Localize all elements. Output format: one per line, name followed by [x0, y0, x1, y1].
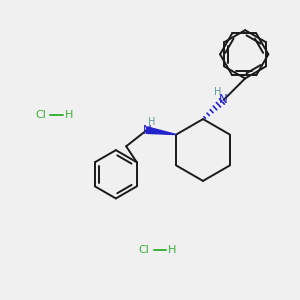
Text: H: H — [214, 87, 221, 97]
Text: H: H — [65, 110, 73, 120]
Polygon shape — [146, 127, 176, 134]
Text: N: N — [142, 124, 151, 136]
Text: H: H — [168, 245, 176, 255]
Text: H: H — [148, 117, 156, 127]
Text: Cl: Cl — [36, 110, 46, 120]
Text: Cl: Cl — [139, 245, 149, 255]
Text: N: N — [219, 93, 228, 106]
